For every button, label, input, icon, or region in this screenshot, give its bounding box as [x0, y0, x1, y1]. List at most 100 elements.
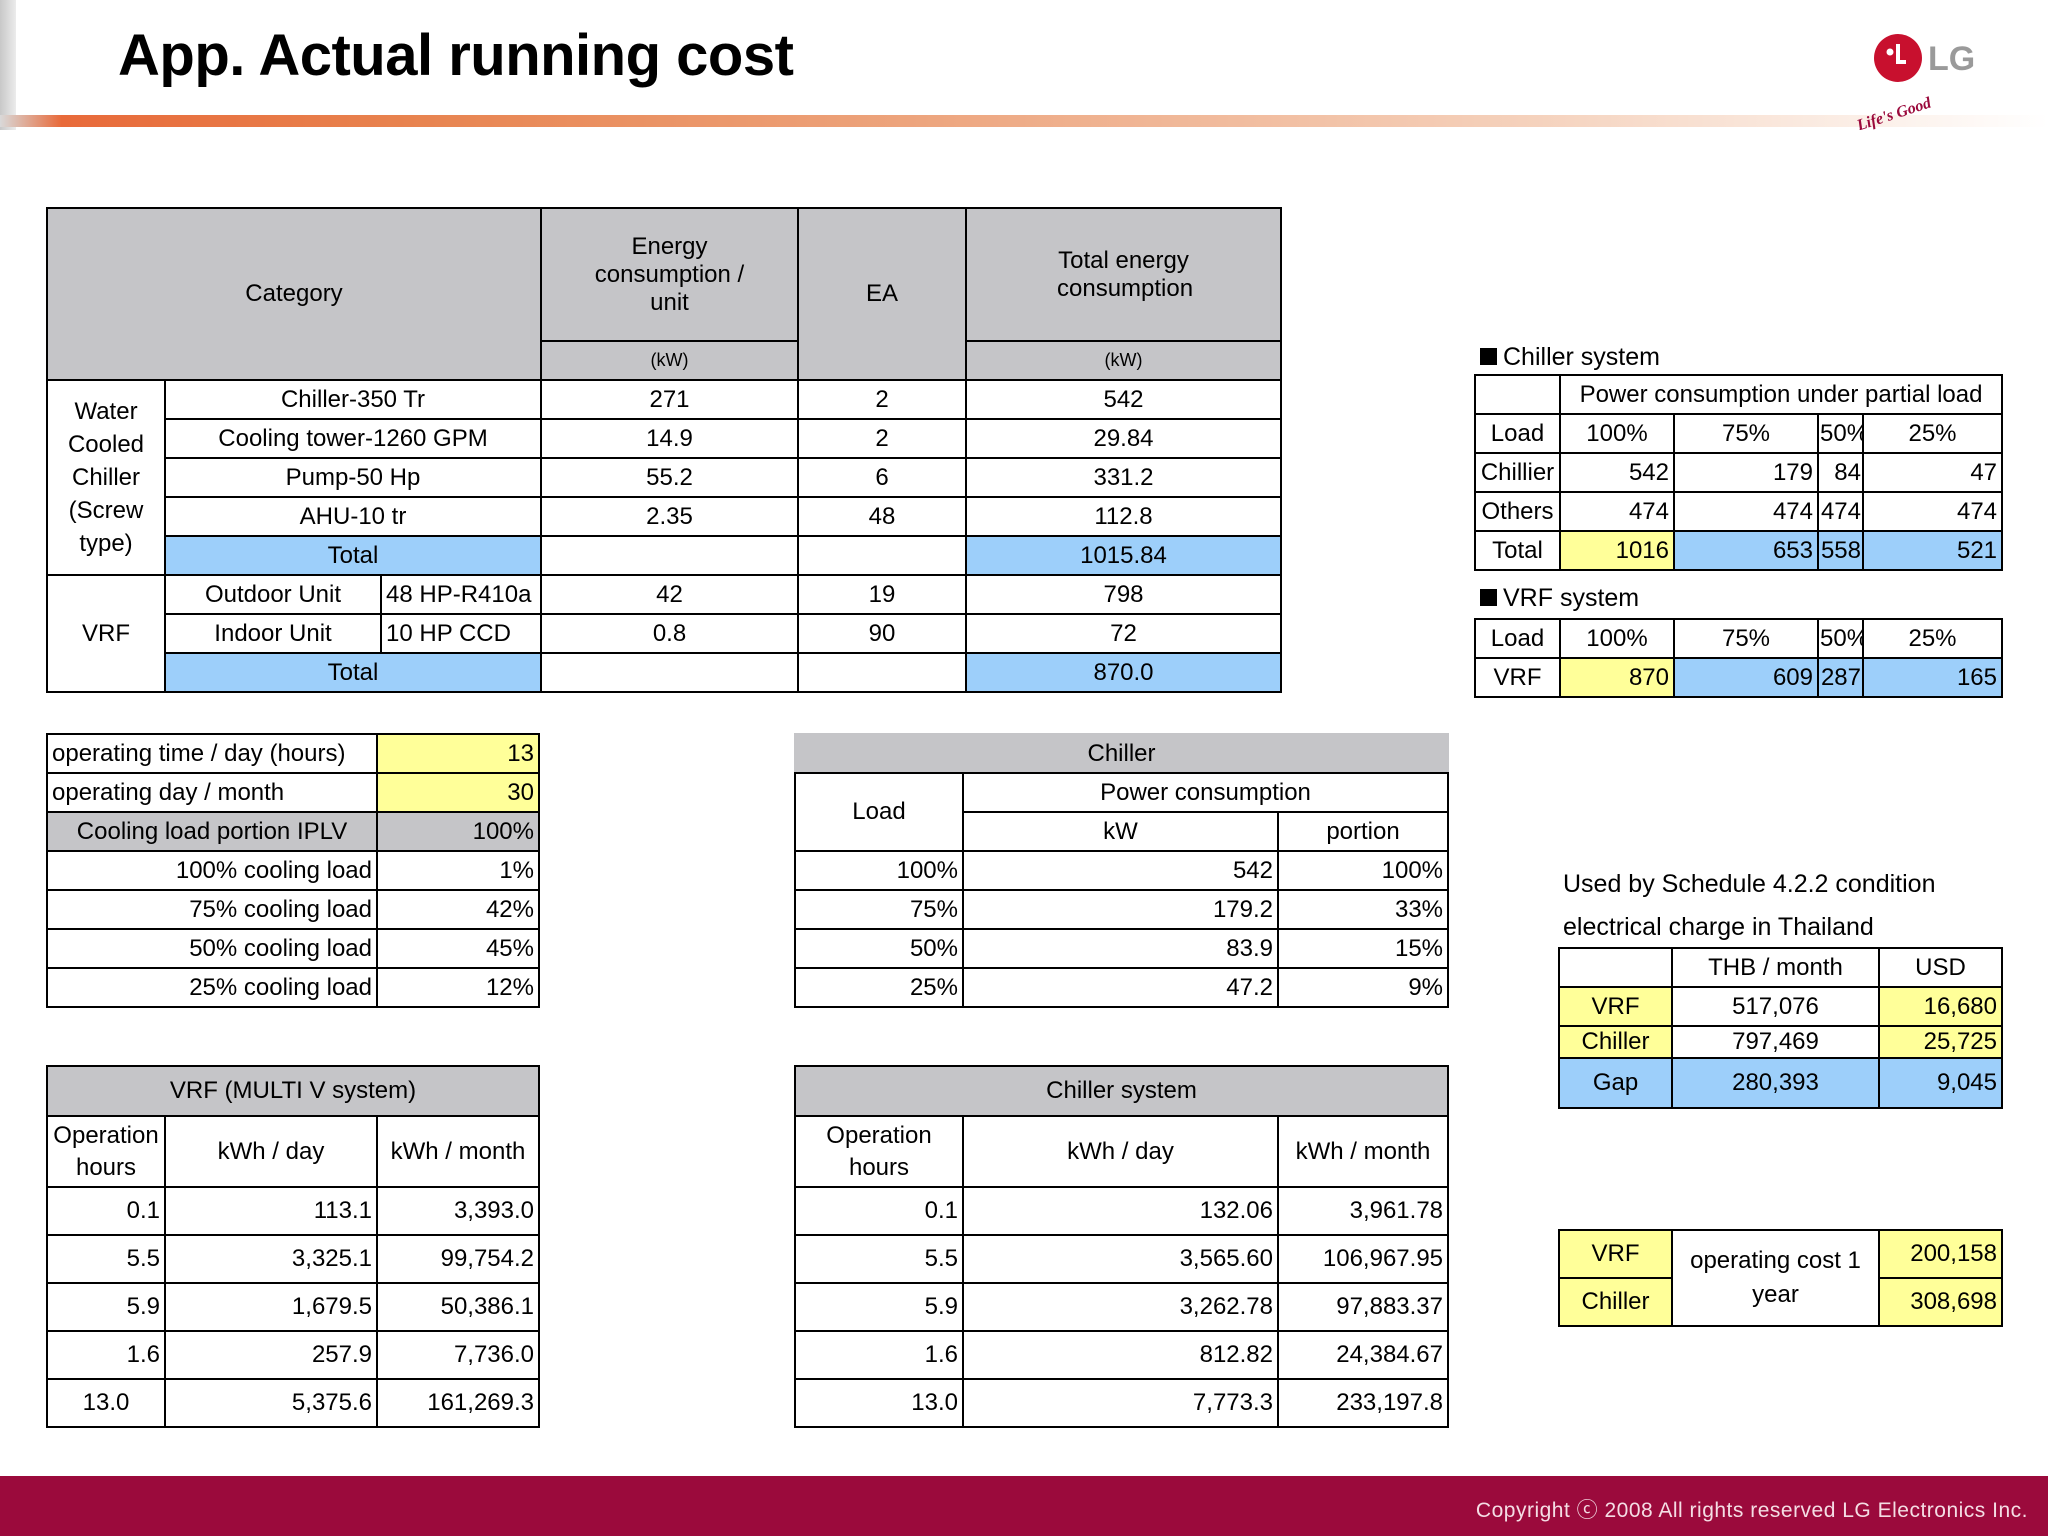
value-cell: 47 [1861, 452, 2004, 493]
row-label: Chillier [1474, 452, 1561, 493]
chiller-energy-title: Chiller system [793, 1065, 1450, 1117]
value-cell: 179 [1673, 452, 1819, 493]
total-kwh-month-cell: 233,197.8 [1276, 1378, 1450, 1428]
kwh-day-cell: 132.06 [962, 1186, 1279, 1236]
system-label: VRF [1558, 1229, 1673, 1279]
unit-kw: (kW) [965, 340, 1282, 381]
partial-load-header: Power consumption under partial load [1558, 374, 2004, 415]
item-energy: 0.8 [540, 613, 799, 654]
annual-cost-value: 200,158 [1878, 1229, 2003, 1279]
kw-cell: 83.9 [962, 928, 1279, 969]
total-hours-cell: 13.0 [46, 1378, 166, 1428]
chiller-load-table: Chiller Load Power consumption kW portio… [793, 733, 1450, 1008]
load-25: 25% [1862, 618, 2003, 659]
item-ea: 19 [797, 574, 967, 615]
kwh-month-cell: 24,384.67 [1276, 1330, 1450, 1380]
item-ea: 90 [797, 613, 967, 654]
vrf-energy-table: VRF (MULTI V system) Operation hours kWh… [45, 1065, 541, 1428]
category-table: Category Energy consumption / unit EA To… [46, 207, 1282, 693]
vrf-partial-table: Load 100% 75% 50% 25% VRF 870 609 287 16… [1474, 618, 2003, 698]
value-cell: 474 [1817, 491, 1864, 532]
total-hours-cell: 13.0 [794, 1378, 964, 1428]
footer-bar: Copyright ⓒ 2008 All rights reserved LG … [0, 1476, 2048, 1536]
header-portion: portion [1276, 811, 1450, 852]
load-50: 50% [1817, 413, 1864, 454]
load-100: 100% [1559, 413, 1675, 454]
system-label: Chiller [1558, 1277, 1673, 1327]
system-label: Gap [1558, 1057, 1673, 1109]
header-load: Load [794, 772, 964, 852]
thb-cell: 517,076 [1671, 986, 1880, 1027]
unit-kw: (kW) [540, 340, 799, 381]
value-cell: 287 [1817, 657, 1864, 698]
kwh-month-cell: 3,393.0 [375, 1186, 541, 1236]
kwh-month-cell: 3,961.78 [1276, 1186, 1450, 1236]
hours-cell: 1.6 [46, 1330, 166, 1380]
item-energy: 14.9 [540, 418, 799, 459]
header-side-bar [0, 0, 16, 130]
item-total: 29.84 [965, 418, 1282, 459]
hours-cell: 0.1 [794, 1186, 964, 1236]
load-cell: 25% [794, 967, 964, 1008]
lg-tagline-text: Life's Good [1854, 94, 1934, 130]
vrf-energy-title: VRF (MULTI V system) [45, 1065, 541, 1117]
square-bullet-icon [1480, 589, 1497, 606]
load-75: 75% [1673, 413, 1819, 454]
square-bullet-icon [1480, 348, 1497, 365]
item-name: AHU-10 tr [164, 496, 542, 537]
hours-cell: 0.1 [46, 1186, 166, 1236]
cooling-load-label: 50% cooling load [46, 928, 378, 969]
cooling-load-value: 42% [376, 889, 540, 930]
thb-cell: 280,393 [1671, 1057, 1880, 1109]
header-thb-month: THB / month [1671, 947, 1880, 988]
kwh-month-cell: 106,967.95 [1276, 1234, 1450, 1284]
value-cell: 165 [1862, 657, 2003, 698]
cooling-load-label: 100% cooling load [46, 850, 378, 891]
copyright-text: Copyright ⓒ 2008 All rights reserved LG … [1475, 1499, 2028, 1522]
item-ea: 2 [797, 379, 967, 420]
lg-brand-text: LG [1928, 40, 1975, 78]
item-energy: 271 [540, 379, 799, 420]
total-kwh-month-cell: 161,269.3 [375, 1378, 541, 1428]
item-ea: 2 [797, 418, 967, 459]
item-total: 542 [965, 379, 1282, 420]
item-energy: 42 [540, 574, 799, 615]
row-label: Others [1474, 491, 1561, 532]
header-operation-hours: Operation hours [794, 1115, 964, 1188]
hours-cell: 5.9 [794, 1282, 964, 1332]
usd-cell: 16,680 [1878, 986, 2003, 1027]
kwh-day-cell: 3,325.1 [164, 1234, 378, 1284]
chiller-system-label: Chiller system [1480, 343, 1660, 372]
header-kw: kW [962, 811, 1279, 852]
total-kwh-day-cell: 5,375.6 [164, 1378, 378, 1428]
operating-time-value: 13 [376, 733, 540, 774]
cooling-load-value: 12% [376, 967, 540, 1008]
item-name: Indoor Unit [164, 613, 382, 654]
value-cell: 870 [1559, 657, 1675, 698]
portion-cell: 33% [1276, 889, 1450, 930]
value-cell: 609 [1673, 657, 1819, 698]
value-cell: 474 [1861, 491, 2004, 532]
load-label: Load [1474, 413, 1561, 454]
kwh-day-cell: 3,565.60 [962, 1234, 1279, 1284]
kwh-day-cell: 3,262.78 [962, 1282, 1279, 1332]
kwh-month-cell: 99,754.2 [375, 1234, 541, 1284]
kwh-month-cell: 50,386.1 [375, 1282, 541, 1332]
item-name: Cooling tower-1260 GPM [164, 418, 542, 459]
page-title: App. Actual running cost [118, 23, 794, 88]
wcc-total-value: 1015.84 [965, 535, 1282, 576]
cooling-load-label: 25% cooling load [46, 967, 378, 1008]
group-water-cooled-chiller: Water Cooled Chiller (Screw type) [46, 379, 166, 576]
header-energy-per-unit: Energy consumption / unit [540, 207, 799, 342]
header-category: Category [46, 207, 542, 381]
load-100: 100% [1559, 618, 1675, 659]
header-power-consumption: Power consumption [961, 772, 1450, 813]
hours-cell: 1.6 [794, 1330, 964, 1380]
kw-cell: 179.2 [962, 889, 1279, 930]
header-operation-hours: Operation hours [46, 1115, 166, 1188]
usd-cell: 25,725 [1878, 1025, 2003, 1059]
value-cell: 521 [1861, 530, 2004, 571]
item-name: Chiller-350 Tr [164, 379, 542, 420]
header-kwh-month: kWh / month [1276, 1115, 1450, 1188]
chiller-partial-table: Power consumption under partial load Loa… [1474, 374, 2004, 571]
